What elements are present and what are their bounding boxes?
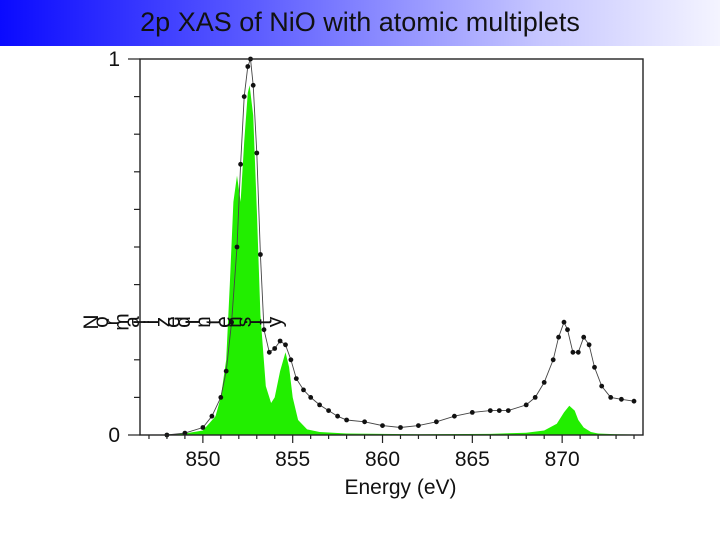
y-axis-title-char: r (100, 319, 123, 326)
experiment-point (272, 346, 278, 351)
experiment-point (575, 349, 581, 355)
x-axis-title: Energy (eV) (344, 476, 456, 499)
y-axis-title-char: i (243, 320, 266, 325)
x-ticks: 850 855 860 865 870 (148, 435, 635, 471)
y-axis-title-char: s (233, 317, 256, 328)
experiment-point (258, 252, 263, 257)
experiment-point (532, 395, 538, 400)
multiplet-fill-layer (157, 85, 643, 436)
experiment-point (608, 395, 614, 400)
y-axis-title-char: y (264, 316, 287, 327)
experiment-dots-layer (164, 56, 637, 438)
experiment-point (469, 410, 475, 415)
y-axis-title-char: m (111, 313, 134, 331)
experiment-point (245, 64, 251, 69)
experiment-point (335, 413, 340, 419)
experiment-point (592, 364, 597, 370)
experiment-point (565, 327, 570, 333)
experiment-point (619, 396, 624, 402)
y-axis-title-char: t (202, 319, 225, 325)
experiment-point (241, 94, 247, 99)
y-axis-title-char: N (80, 314, 103, 329)
experiment-point (362, 419, 367, 425)
experiment-point (308, 395, 314, 400)
experiment-point (261, 327, 267, 333)
experiment-point (631, 398, 637, 404)
experiment-point (523, 402, 529, 408)
experiment-point (505, 408, 511, 413)
experiment-line (166, 58, 635, 436)
experiment-point (301, 387, 306, 393)
experiment-point (416, 423, 421, 428)
title-bar: 2p XAS of NiО with atomic multiplets (0, 0, 720, 46)
experiment-point (218, 395, 224, 400)
experiment-point (326, 408, 331, 413)
experiment-point (550, 357, 556, 363)
y-axis-title-char: o (90, 316, 113, 328)
y-axis-title-char: t (253, 319, 276, 325)
experiment-point (570, 349, 576, 355)
experiment-point (288, 357, 294, 363)
y-axis-title-char: l (131, 320, 154, 325)
plot-frame (139, 58, 644, 436)
y-ticks: 01 (108, 48, 140, 447)
y-tick-label: 0 (108, 424, 120, 447)
x-tick-label: 855 (275, 448, 310, 471)
y-axis-title-char: n (223, 316, 246, 328)
y-axis-title-char: e (213, 316, 236, 328)
experiment-point (398, 425, 403, 430)
experiment-point (581, 334, 587, 340)
y-axis-title-char: n (192, 316, 215, 328)
experiment-point (434, 419, 439, 425)
experiment-point (556, 334, 561, 340)
experiment-point (541, 380, 547, 385)
experiment-point (229, 319, 235, 325)
experiment-point (561, 319, 567, 325)
y-axis-title-char: d (172, 316, 195, 328)
experiment-point (234, 244, 240, 250)
experiment-point (223, 368, 229, 374)
y-tick-label: 1 (108, 48, 120, 71)
experiment-point (209, 413, 215, 419)
y-axis-title-char: I (182, 319, 205, 325)
experiment-point (250, 82, 256, 88)
experiment-point (200, 425, 206, 430)
experiment-point (496, 408, 502, 413)
y-axis-title-char: e (162, 316, 185, 328)
slide-title: 2p XAS of NiО with atomic multiplets (140, 7, 580, 37)
experiment-line-layer (166, 58, 635, 436)
experiment-point (452, 413, 457, 419)
experiment-point (277, 338, 283, 344)
multiplet-area (157, 85, 643, 436)
experiment-point (586, 342, 592, 348)
x-tick-label: 860 (365, 448, 400, 471)
y-axis-title-char: i (141, 320, 164, 325)
experiment-point (266, 349, 272, 355)
y-axis-title-char: z (151, 317, 174, 328)
x-tick-label: 870 (545, 448, 580, 471)
experiment-point (238, 161, 244, 167)
experiment-point (293, 376, 299, 381)
experiment-point (283, 342, 288, 348)
experiment-point (317, 402, 322, 408)
x-tick-label: 850 (185, 448, 220, 471)
experiment-point (344, 417, 349, 423)
y-axis-title-char: a (121, 316, 144, 328)
experiment-point (487, 408, 493, 413)
experiment-point (599, 383, 605, 389)
x-tick-label: 865 (455, 448, 490, 471)
experiment-point (380, 423, 385, 428)
experiment-point (182, 430, 188, 436)
experiment-point (254, 150, 260, 156)
